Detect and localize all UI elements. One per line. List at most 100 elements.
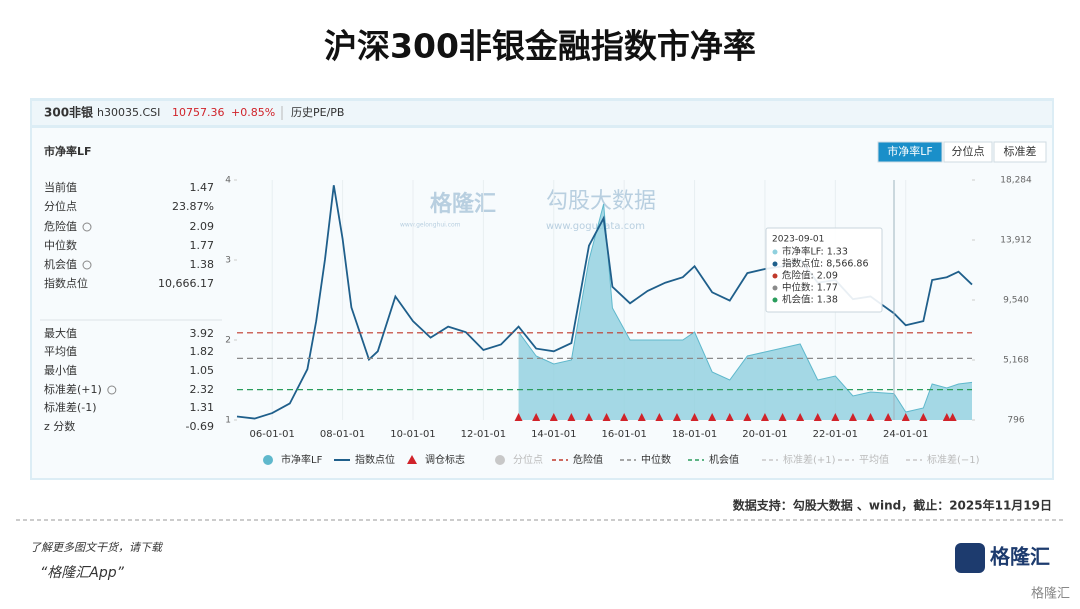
tooltip-date: 2023-09-01 [772,235,824,245]
stat-value: 2.09 [190,220,215,233]
corner-watermark: 格隆汇 [1031,586,1070,602]
y2-tick-label: 13,912 [1000,236,1032,246]
tooltip-dot [772,285,778,291]
header-bar [32,101,1052,125]
area-fill [518,204,972,420]
stat-label: 危险值 [44,219,77,233]
tooltip-line: 机会值: 1.38 [782,294,838,306]
rebalance-marker [708,413,717,421]
x-tick-label: 08-01-01 [320,429,365,440]
source-note: 数据支持：勾股大数据 、wind，截止：2025年11月19日 [733,498,1052,513]
rebalance-marker [760,413,769,421]
tooltip-dot [772,297,778,303]
x-tick-label: 10-01-01 [390,429,435,440]
tab[interactable] [877,141,943,163]
y-tick-label: 2 [225,336,231,346]
legend-label[interactable]: 指数点位 [355,453,395,466]
tooltip [765,227,883,313]
tooltip-dot [772,261,778,267]
watermark-data-url: www.gogudata.com [546,221,645,232]
stat-label: 分位点 [44,199,77,213]
legend-label[interactable]: 标准差(+1) [783,453,836,466]
rebalance-marker [831,413,840,421]
rebalance-marker [884,413,893,421]
x-tick-label: 22-01-01 [813,429,858,440]
legend-label[interactable]: 市净率LF [281,453,323,466]
tooltip-line: 市净率LF: 1.33 [782,246,848,258]
y-tick-label: 1 [225,416,231,426]
legend-label[interactable]: 分位点 [513,453,543,466]
legend-symbol [495,455,505,465]
x-tick-label: 06-01-01 [250,429,295,440]
watermark-data: 勾股大数据 [546,189,656,214]
tab-label[interactable]: 分位点 [952,144,985,158]
logo-icon [955,543,985,573]
index-change: +0.85% [231,106,275,119]
rebalance-marker [942,413,951,421]
tab-label[interactable]: 市净率LF [887,144,932,158]
rebalance-marker [848,413,857,421]
info-icon [82,222,92,232]
rebalance-marker [532,413,541,421]
rebalance-marker [690,413,699,421]
tooltip-line: 指数点位: 8,566.86 [782,258,869,270]
x-tick-label: 12-01-01 [461,429,506,440]
rebalance-marker [796,413,805,421]
stat-value: 23.87% [172,200,214,213]
stat-label: 最大值 [44,326,77,340]
history-link[interactable]: 历史PE/PB [291,106,344,119]
index-price: 10757.36 [172,106,225,119]
rebalance-marker [813,413,822,421]
rebalance-marker [866,413,875,421]
tab-label[interactable]: 标准差 [1004,144,1037,158]
tooltip-line: 危险值: 2.09 [782,270,838,282]
rebalance-marker [584,413,593,421]
rebalance-marker [620,413,629,421]
rebalance-marker [948,413,957,421]
y2-tick-label: 796 [1007,416,1024,426]
tab[interactable] [993,141,1047,163]
stat-value: 1.77 [190,239,215,252]
x-tick-label: 16-01-01 [601,429,646,440]
x-tick-label: 14-01-01 [531,429,576,440]
stat-value: 1.38 [190,258,215,271]
app-name: “格隆汇App” [40,565,125,581]
legend-label[interactable]: 标准差(−1) [927,453,980,466]
rebalance-marker [743,413,752,421]
stat-value: 1.47 [190,181,215,194]
legend-label[interactable]: 调仓标志 [425,453,465,466]
x-tick-label: 20-01-01 [742,429,787,440]
legend-label[interactable]: 中位数 [641,453,671,466]
x-tick-label: 18-01-01 [672,429,717,440]
legend-label[interactable]: 危险值 [573,453,603,466]
legend-label[interactable]: 机会值 [709,453,739,466]
area-line [518,203,973,413]
stat-label: 平均值 [44,345,77,358]
stat-value: 1.05 [190,364,215,377]
stat-label: 最小值 [44,364,77,377]
rebalance-marker [655,413,664,421]
rebalance-marker [778,413,787,421]
stat-label: 标准差(+1) [44,382,102,396]
stat-value: 3.92 [190,327,215,340]
stat-label: 中位数 [44,238,77,252]
y2-tick-label: 9,540 [1003,296,1029,306]
y2-tick-label: 5,168 [1003,356,1029,366]
rebalance-marker [602,413,611,421]
legend-symbol [407,455,417,464]
legend-label[interactable]: 平均值 [859,453,889,466]
index-code: h30035.CSI [97,106,160,119]
stat-label: 当前值 [44,180,77,194]
watermark-brand-url: www.gelonghui.com [400,222,461,229]
stat-label: z 分数 [44,420,75,433]
promo-text: 了解更多图文干货，请下载 [30,541,164,554]
stat-label: 机会值 [44,257,77,271]
rebalance-marker [514,413,523,421]
stat-label: 指数点位 [44,276,88,290]
tab[interactable] [943,141,993,163]
watermark-brand: 格隆汇 [430,191,496,217]
stat-label: 标准差(-1) [44,400,97,414]
x-tick-label: 24-01-01 [883,429,928,440]
